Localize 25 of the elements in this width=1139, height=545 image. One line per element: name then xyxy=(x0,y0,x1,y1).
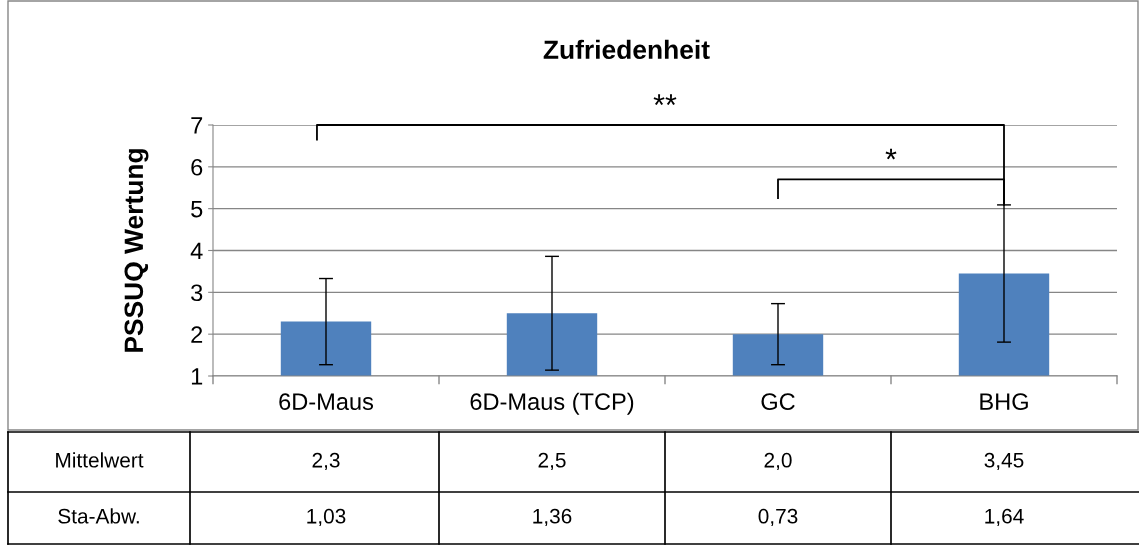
data-label: 2,5 xyxy=(538,452,566,471)
y-tick-label: 4 xyxy=(190,242,203,260)
data-label: 2,3 xyxy=(312,452,340,471)
chart-title: Zufriedenheit xyxy=(543,39,710,60)
x-tick-label: 6D-Maus xyxy=(279,393,374,411)
data-label: 2,0 xyxy=(764,452,792,471)
y-tick-label: 2 xyxy=(191,326,203,343)
x-tick-label: 6D-Maus (TCP) xyxy=(470,392,634,415)
x-tick-label: BHG xyxy=(980,393,1028,411)
text: ** xyxy=(653,94,677,106)
y-tick-label: 3 xyxy=(191,284,203,302)
data-label: 3,45 xyxy=(984,452,1024,471)
y-tick-label: 1 xyxy=(191,368,203,385)
y-axis-title: PSSUQ Wertung xyxy=(124,149,149,352)
text: 0,73 xyxy=(758,508,798,527)
y-tick-label: 6 xyxy=(191,158,203,176)
annotation: * xyxy=(885,148,897,160)
text: 1,03 xyxy=(307,508,346,527)
text: 1,36 xyxy=(533,508,572,527)
text: 1,64 xyxy=(985,508,1024,527)
text: Mittelwert xyxy=(56,452,144,468)
y-tick-label: 5 xyxy=(191,200,203,218)
y-tick-label: 7 xyxy=(191,117,203,134)
text: Sta-Abw. xyxy=(58,508,139,524)
x-tick-label: GC xyxy=(761,393,795,411)
